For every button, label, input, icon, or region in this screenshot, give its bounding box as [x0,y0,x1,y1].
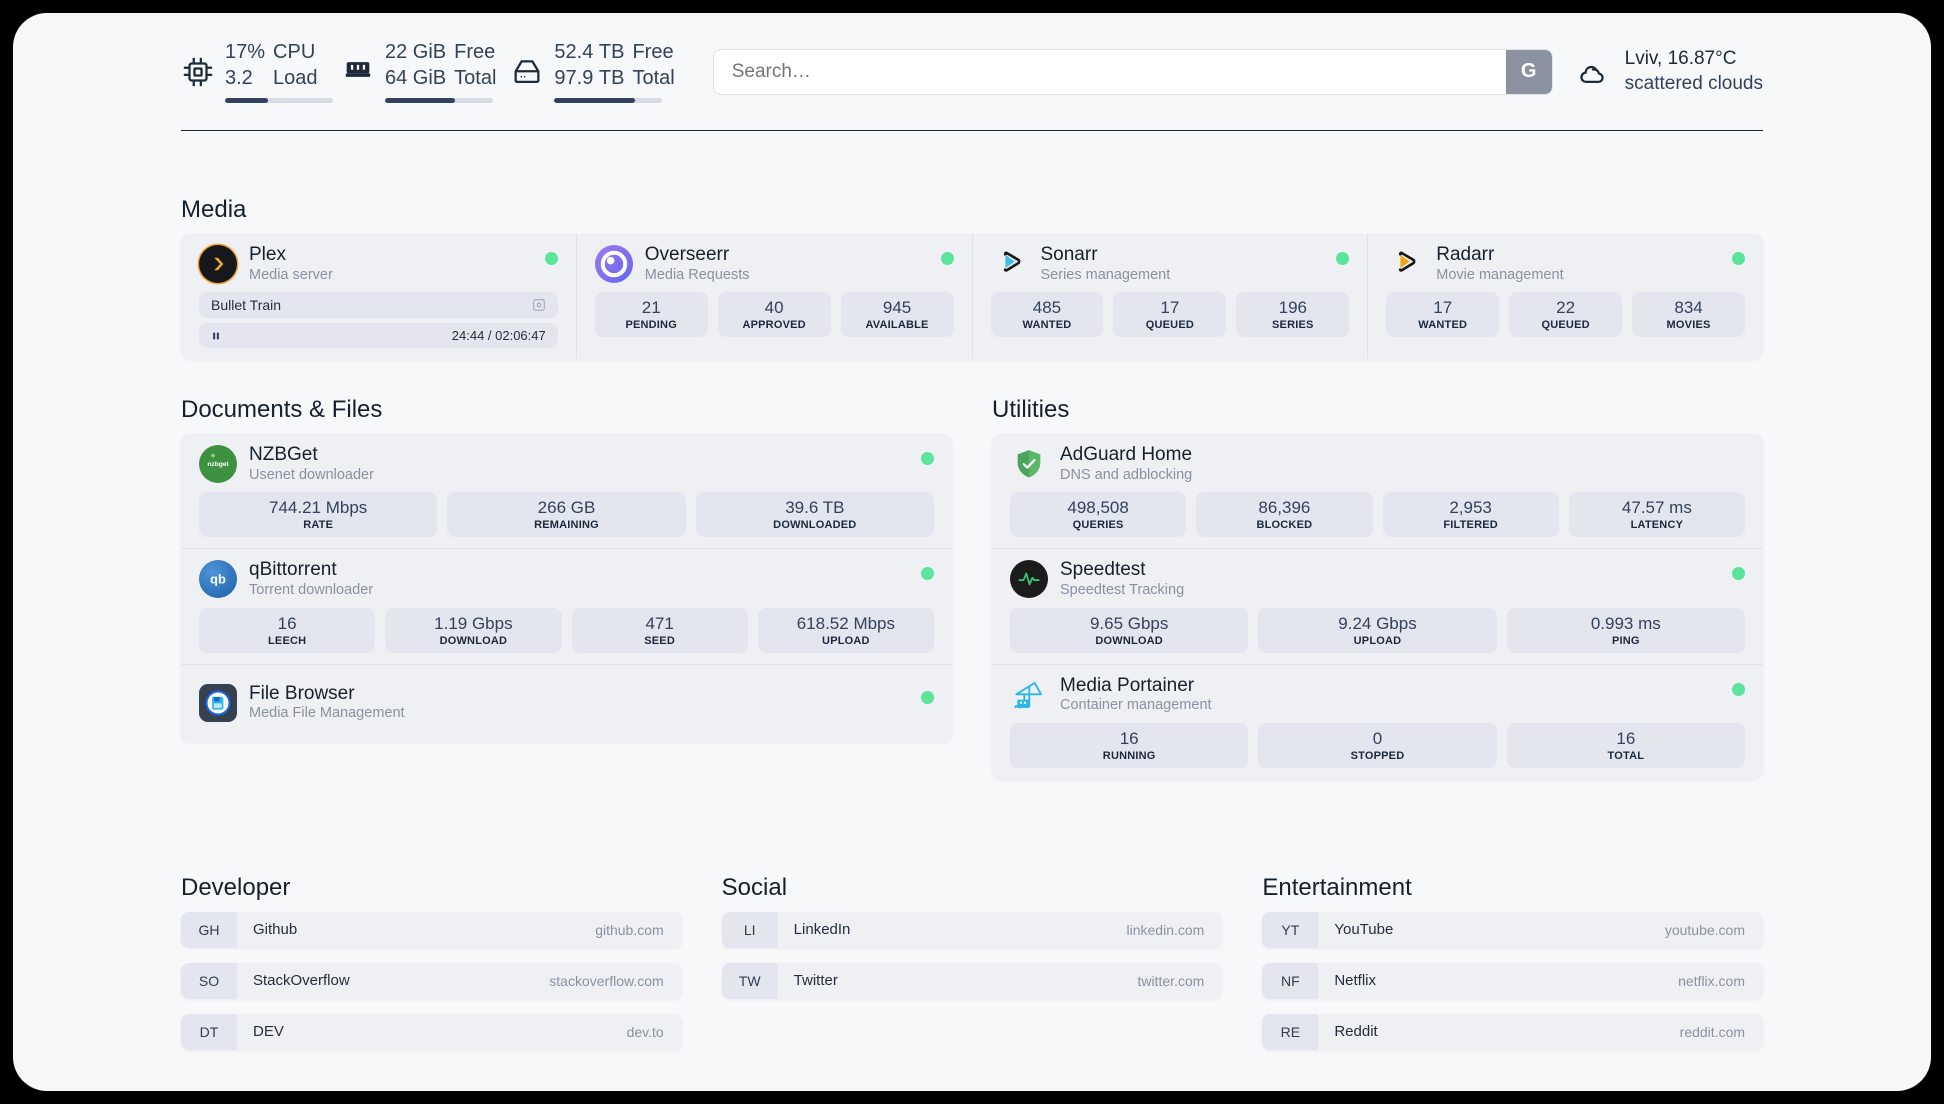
svg-text:qb: qb [210,572,226,587]
